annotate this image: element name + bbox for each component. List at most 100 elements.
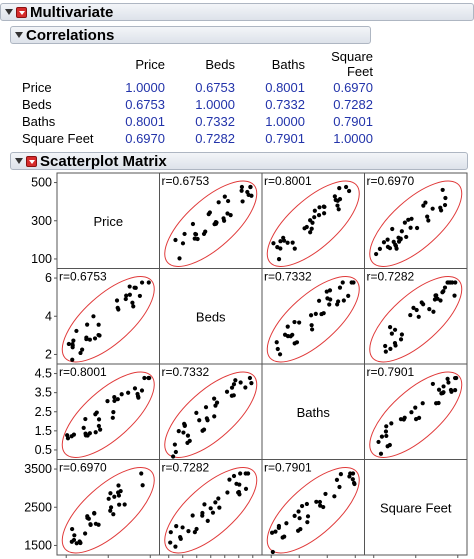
data-point [392,327,398,332]
y-axis-tick-label: 2500 [24,500,52,514]
table-cell: 0.6753 [125,97,165,112]
data-point [96,423,102,429]
data-point [443,195,448,201]
data-point [83,431,88,436]
data-point [325,296,330,301]
red-menu-icon[interactable] [26,155,37,167]
data-point [393,242,398,247]
data-point [126,390,131,395]
data-point [177,256,182,261]
data-point [212,396,217,401]
data-point [92,511,97,516]
data-point [347,474,352,479]
data-point [208,506,213,511]
disclosure-triangle-icon[interactable] [15,32,23,38]
data-point [214,400,220,405]
data-point [243,486,249,491]
data-point [212,222,217,227]
data-point [290,240,295,245]
data-point [247,375,253,381]
data-point [445,376,450,381]
data-point [97,333,102,338]
data-point [70,342,75,347]
data-point [213,500,218,505]
data-point [87,337,92,342]
data-point [351,280,356,285]
data-point [231,473,237,479]
data-point [313,311,318,316]
data-point [171,454,176,459]
data-point [376,439,381,445]
diagonal-variable-label: Baths [297,405,331,420]
data-point [124,293,129,298]
data-point [278,246,283,251]
data-point [248,184,253,190]
data-point [452,375,458,381]
data-point [383,429,389,434]
data-point [203,405,209,410]
data-point [338,472,344,477]
data-point [327,302,332,307]
data-point [78,540,83,546]
data-point [416,314,421,319]
table-row: Square Feet 0.6970 0.7282 0.7901 1.0000 [22,130,373,147]
disclosure-triangle-icon[interactable] [5,9,13,15]
data-point [127,292,132,297]
data-point [111,512,116,517]
data-point [423,200,428,205]
data-point [222,194,227,199]
data-point [285,240,290,245]
data-point [135,391,140,397]
data-point [182,423,187,429]
data-point [396,235,401,240]
data-point [206,212,211,217]
y-axis-tick-label: 1500 [24,538,52,552]
data-point [297,516,302,521]
data-point [408,312,413,318]
data-point [377,246,383,251]
red-menu-icon[interactable] [16,6,27,18]
data-point [81,425,86,430]
data-point [245,189,250,195]
data-point [414,307,419,313]
correlations-table: Price Beds Baths Square Feet Price 1.000… [22,49,373,147]
matrix-border [56,172,468,556]
data-point [132,386,138,391]
data-point [438,298,443,303]
data-point [182,423,187,428]
data-point [200,510,205,516]
data-point [87,431,92,436]
data-point [337,285,343,290]
data-point [139,388,145,393]
density-ellipse [266,180,360,267]
diagonal-variable-label: Price [93,214,123,229]
scatterplot-matrix-title: Scatterplot Matrix [40,152,167,170]
data-point [433,293,438,298]
data-point [413,417,419,422]
data-point [168,540,173,545]
data-point [112,395,117,400]
data-point [249,381,254,386]
data-point [92,336,98,341]
data-point [448,280,453,285]
data-point [274,340,279,345]
data-point [88,522,93,527]
density-ellipse [266,467,360,554]
disclosure-triangle-icon[interactable] [15,158,23,164]
data-point [70,526,75,532]
data-point [229,393,234,398]
data-point [228,213,233,218]
data-point [207,210,212,215]
data-point [65,436,71,441]
correlation-r-label: r=0.6970 [59,461,107,475]
density-ellipse [369,180,463,267]
r-label-background [365,269,420,283]
data-point [273,529,278,534]
data-point [214,220,219,225]
data-point [213,403,218,408]
data-point [453,280,458,285]
data-point [136,395,141,400]
data-point [186,529,191,534]
data-point [292,319,297,325]
data-point [146,375,151,381]
